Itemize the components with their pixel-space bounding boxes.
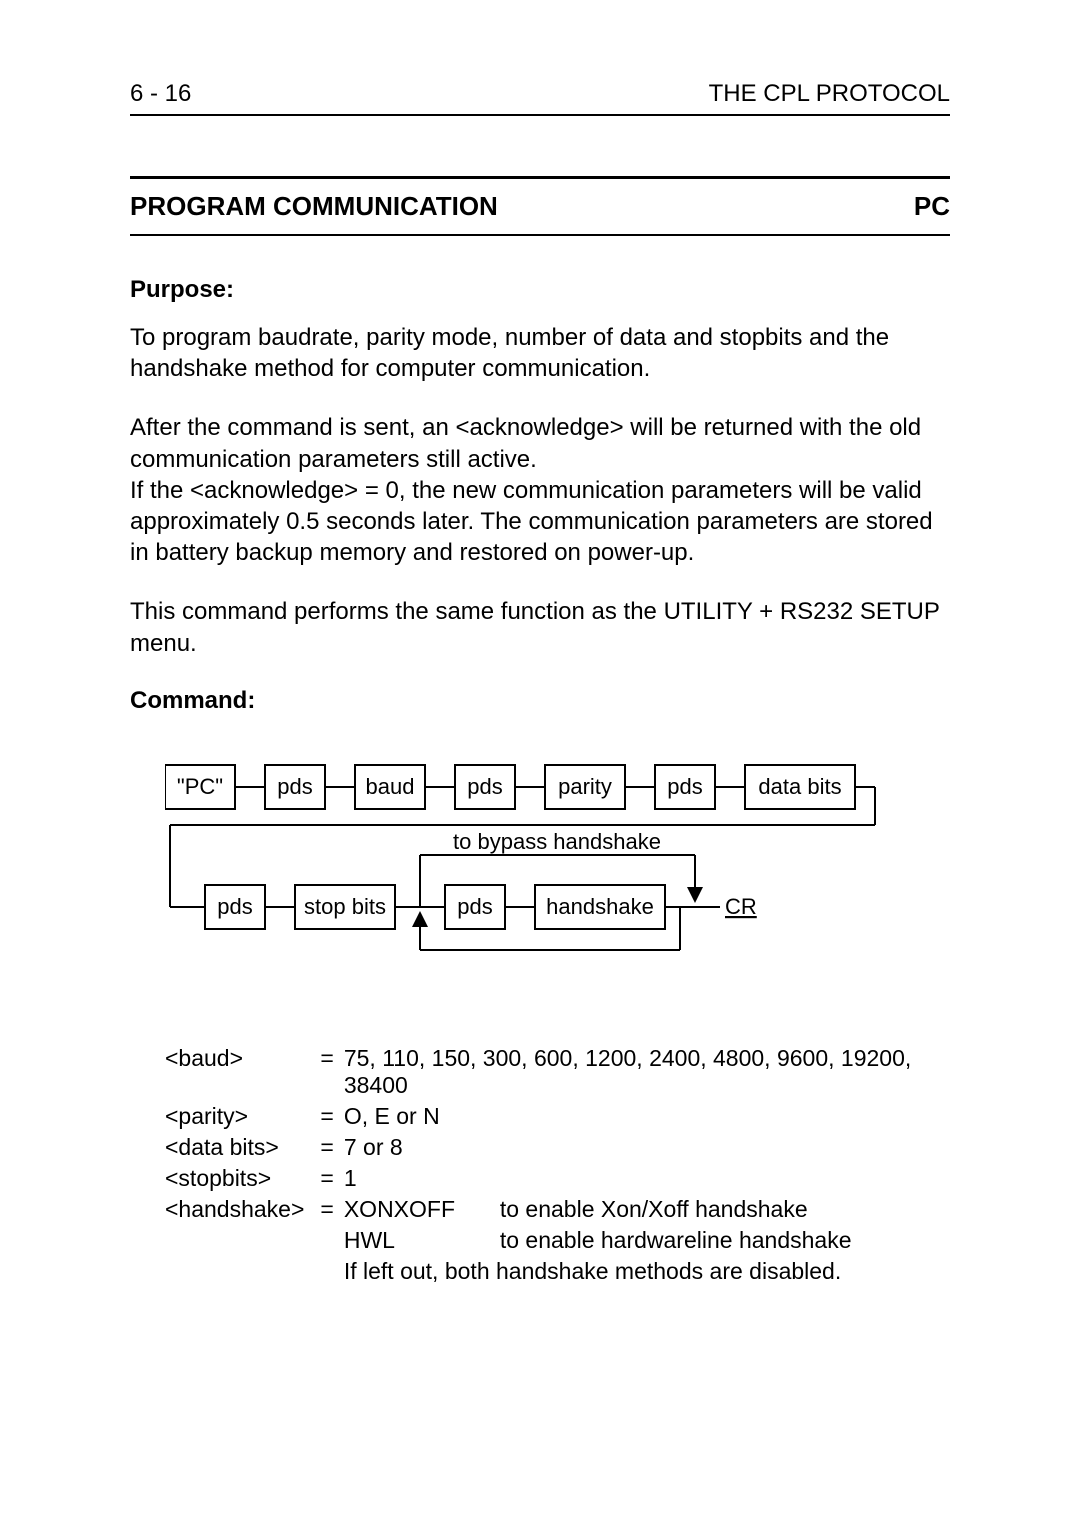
section-header: PROGRAM COMMUNICATION PC bbox=[130, 176, 950, 236]
param-eq: = bbox=[310, 1103, 343, 1134]
hs-opt2-desc: to enable hardwareline handshake bbox=[500, 1227, 950, 1258]
command-diagram: "PC" pds baud pds parity pds data bits p… bbox=[165, 745, 950, 1005]
param-val: 1 bbox=[344, 1165, 950, 1196]
hs-opt1-desc: to enable Xon/Xoff handshake bbox=[500, 1196, 950, 1227]
purpose-p3: If the <acknowledge> = 0, the new commun… bbox=[130, 475, 950, 569]
hs-opt1-key: XONXOFF bbox=[344, 1196, 500, 1227]
bypass-label: to bypass handshake bbox=[453, 829, 661, 854]
box-baud: baud bbox=[366, 774, 415, 799]
param-row: <parity> = O, E or N bbox=[165, 1103, 950, 1134]
param-eq: = bbox=[310, 1134, 343, 1165]
hs-note: If left out, both handshake methods are … bbox=[344, 1258, 950, 1289]
param-row-handshake-2: HWL to enable hardwareline handshake bbox=[165, 1227, 950, 1258]
param-name: <baud> bbox=[165, 1045, 310, 1103]
param-val: O, E or N bbox=[344, 1103, 950, 1134]
param-row-handshake: <handshake> = XONXOFF to enable Xon/Xoff… bbox=[165, 1196, 950, 1227]
section-title: PROGRAM COMMUNICATION bbox=[130, 191, 498, 222]
purpose-p2: After the command is sent, an <acknowled… bbox=[130, 412, 950, 474]
param-row: <data bits> = 7 or 8 bbox=[165, 1134, 950, 1165]
purpose-label: Purpose: bbox=[130, 276, 950, 304]
param-name: <data bits> bbox=[165, 1134, 310, 1165]
box-pds-3: pds bbox=[667, 774, 702, 799]
page: 6 - 16 THE CPL PROTOCOL PROGRAM COMMUNIC… bbox=[0, 0, 1080, 1529]
box-pc: "PC" bbox=[177, 774, 223, 799]
param-name: <parity> bbox=[165, 1103, 310, 1134]
param-val: 7 or 8 bbox=[344, 1134, 950, 1165]
box-pds-4: pds bbox=[217, 894, 252, 919]
param-row: <baud> = 75, 110, 150, 300, 600, 1200, 2… bbox=[165, 1045, 950, 1103]
syntax-flow-svg: "PC" pds baud pds parity pds data bits p… bbox=[165, 745, 955, 1005]
box-parity: parity bbox=[558, 774, 612, 799]
purpose-p1: To program baudrate, parity mode, number… bbox=[130, 322, 950, 384]
box-pds-5: pds bbox=[457, 894, 492, 919]
section-code: PC bbox=[914, 191, 950, 222]
command-label: Command: bbox=[130, 687, 950, 715]
hs-opt2-key: HWL bbox=[344, 1227, 500, 1258]
page-header: 6 - 16 THE CPL PROTOCOL bbox=[130, 80, 950, 116]
param-row: <stopbits> = 1 bbox=[165, 1165, 950, 1196]
box-pds-2: pds bbox=[467, 774, 502, 799]
doc-title: THE CPL PROTOCOL bbox=[709, 80, 950, 108]
box-pds-1: pds bbox=[277, 774, 312, 799]
param-val: 75, 110, 150, 300, 600, 1200, 2400, 4800… bbox=[344, 1045, 950, 1103]
box-databits: data bits bbox=[758, 774, 841, 799]
box-handshake: handshake bbox=[546, 894, 654, 919]
purpose-p4: This command performs the same function … bbox=[130, 596, 950, 658]
param-name: <stopbits> bbox=[165, 1165, 310, 1196]
page-number: 6 - 16 bbox=[130, 80, 191, 108]
param-eq: = bbox=[310, 1165, 343, 1196]
parameter-list: <baud> = 75, 110, 150, 300, 600, 1200, 2… bbox=[165, 1045, 950, 1289]
param-name: <handshake> bbox=[165, 1196, 310, 1227]
param-eq: = bbox=[310, 1196, 343, 1227]
box-stopbits: stop bits bbox=[304, 894, 386, 919]
param-eq: = bbox=[310, 1045, 343, 1103]
param-row-handshake-note: If left out, both handshake methods are … bbox=[165, 1258, 950, 1289]
box-cr: CR bbox=[725, 894, 757, 919]
